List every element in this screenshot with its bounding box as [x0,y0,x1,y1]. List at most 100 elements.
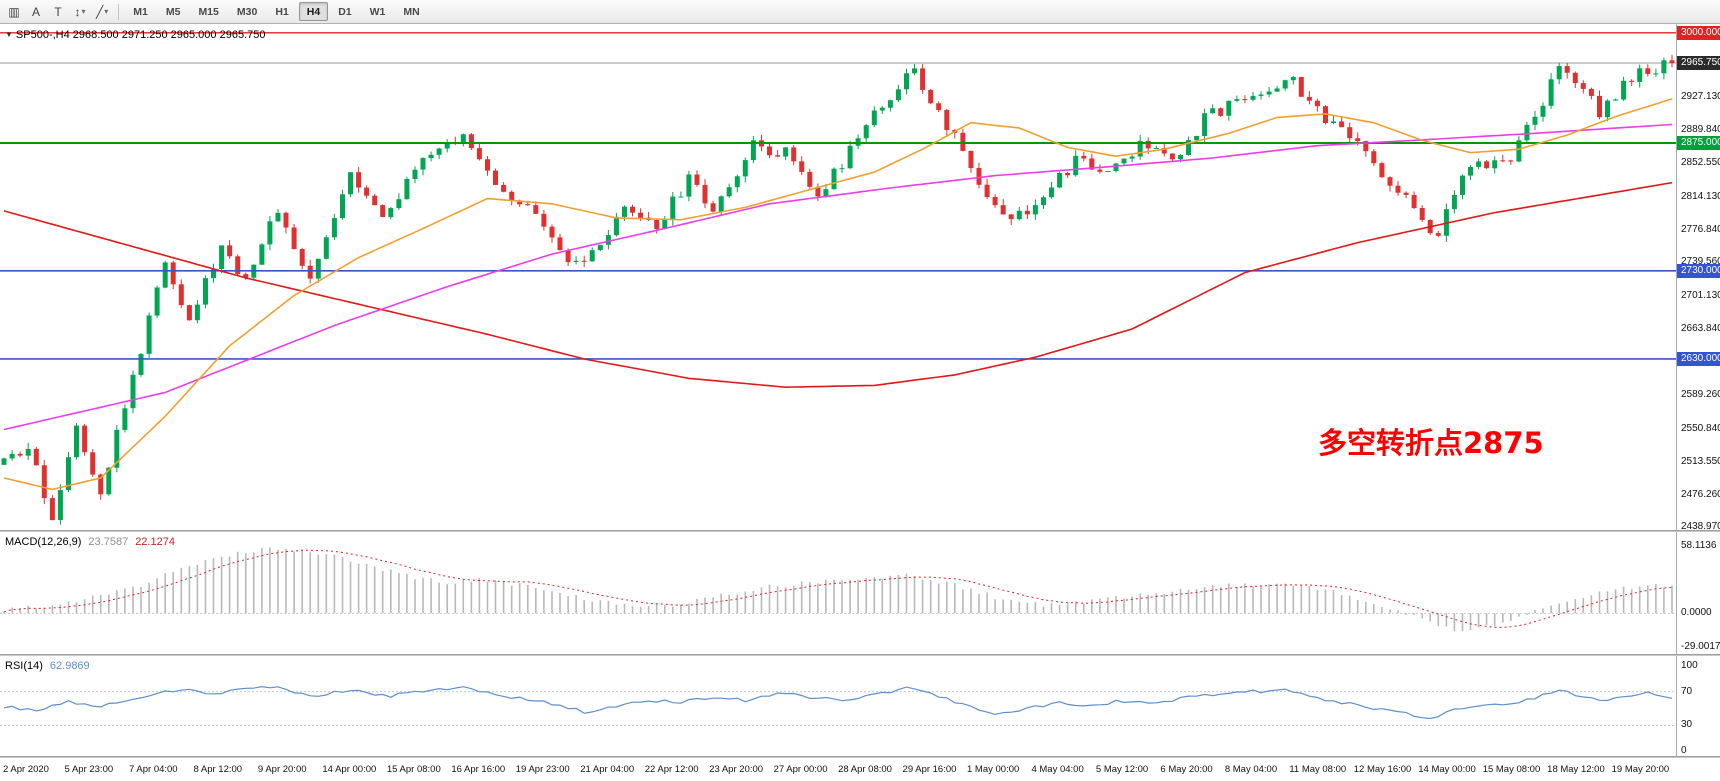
price-axis-label: 2814.130 [1681,190,1720,202]
time-axis-label: 19 Apr 23:00 [515,764,570,775]
macd-axis: 58.1136 0.0000 -29.0017 [1676,532,1720,654]
cursor-tools-icon[interactable]: ↕ ▾ [74,4,86,19]
candle-bodies [1,60,1675,521]
chevron-down-icon: ▾ [81,7,86,16]
rsi-indicator-panel[interactable]: RSI(14) 62.9869 100 70 30 0 [0,656,1720,756]
time-axis-label: 2 Apr 2020 [3,764,49,775]
time-axis-label: 15 Apr 08:00 [386,764,441,775]
time-axis-label: 12 May 16:00 [1353,764,1412,775]
time-axis-label: 14 Apr 00:00 [322,764,377,775]
time-axis-label: 4 May 04:00 [1031,764,1084,775]
rsi-axis: 100 70 30 0 [1676,656,1720,756]
price-axis-label: 2927.130 [1681,91,1720,103]
ma-mid-magenta-line[interactable] [3,123,1673,431]
price-tag-3000.000: 3000.000 [1677,25,1720,40]
timeframe-h4-button[interactable]: H4 [298,2,329,21]
price-axis-label: 2438.970 [1681,521,1720,530]
time-axis[interactable]: 2 Apr 2020 5 Apr 23:00 7 Apr 04:00 8 Apr 12… [0,758,1720,781]
collapse-arrow-icon[interactable]: ▼ [5,30,13,39]
timeframe-m30-button[interactable]: M30 [236,5,258,18]
time-axis-label: 8 May 04:00 [1224,764,1278,775]
time-axis-label: 15 May 08:00 [1482,764,1541,775]
price-axis-label: 2589.260 [1681,388,1720,400]
price-axis-label: 2889.840 [1681,123,1720,135]
price-tag-2730.000: 2730.000 [1677,263,1720,278]
timeframe-button-group: M1 M5 M15 M30 H1 H4 D1 W1 MN [125,2,427,21]
time-axis-label: 27 Apr 00:00 [773,764,828,775]
price-axis-label: 2663.840 [1681,323,1720,335]
price-axis-label: 2476.260 [1681,488,1720,500]
chart-canvas[interactable] [0,24,1676,530]
time-axis-label: 8 Apr 12:00 [193,764,243,775]
time-axis-label: 28 Apr 08:00 [838,764,892,775]
macd-signal-value: 22.1274 [135,536,175,548]
rsi-line [3,685,1673,720]
chart-annotation-text[interactable]: 多空转折点2875 [1318,426,1544,460]
time-axis-label: 9 Apr 20:00 [257,764,307,775]
timeframe-m1-button[interactable]: M1 [133,5,148,18]
rsi-axis-label: 30 [1681,719,1693,731]
timeframe-d1-button[interactable]: D1 [338,5,352,18]
time-axis-label: 22 Apr 12:00 [644,764,699,775]
timeframe-h1-button[interactable]: H1 [275,5,289,18]
time-axis-label: 29 Apr 16:00 [902,764,957,775]
macd-axis-label: 0.0000 [1681,607,1712,619]
timeframe-w1-button[interactable]: W1 [369,5,386,18]
ma-fast-orange-line[interactable] [3,98,1673,491]
time-axis-label: 18 May 12:00 [1547,764,1605,775]
symbol-ohlc-text: SP500-,H4 2968.500 2971.250 2965.000 296… [15,29,266,41]
toolbar-icon-group: ▥ A T ↕ ▾ ╱ ▾ [4,2,112,22]
time-axis-label: 14 May 00:00 [1418,764,1476,775]
price-tag-2965.750: 2965.750 [1677,56,1720,70]
time-axis-label: 11 May 08:00 [1289,764,1347,775]
text-tool-icon[interactable]: T [54,4,62,19]
time-axis-label: 19 May 20:00 [1611,764,1670,775]
time-axis-label: 21 Apr 04:00 [580,764,635,775]
macd-name: MACD(12,26,9) [5,536,82,548]
ma-slow-red-line[interactable] [3,181,1673,389]
timeframe-m15-button[interactable]: M15 [198,5,219,18]
price-axis[interactable]: 2965.750 2927.130 2889.840 2852.550 2814.130… [1676,24,1720,530]
chart-macd-splitter[interactable] [0,530,1720,532]
rsi-canvas[interactable] [0,656,1676,756]
time-axis-label: 1 May 00:00 [967,764,1020,775]
toolbar: ▥ A T ↕ ▾ ╱ ▾ M1 M5 M15 M30 H1 H4 D1 W1 MN [0,0,1720,24]
price-axis-label: 2550.840 [1681,422,1720,434]
price-axis-label: 2776.840 [1681,223,1720,235]
rsi-axis-label: 0 [1681,744,1687,756]
line-tools-icon[interactable]: ╱ ▾ [96,4,109,19]
price-chart-panel[interactable]: ▼ SP500-,H4 2968.500 2971.250 2965.000 29… [0,24,1720,530]
macd-label: MACD(12,26,9) 23.7587 22.1274 [5,536,175,548]
macd-canvas[interactable] [0,532,1676,654]
macd-histogram [3,547,1673,632]
chevron-down-icon: ▾ [104,7,109,16]
toolbar-separator [118,3,120,20]
time-axis-label: 16 Apr 16:00 [451,764,506,775]
timeframe-m5-button[interactable]: M5 [165,5,181,18]
price-axis-label: 2739.560 [1681,256,1720,268]
rsi-name: RSI(14) [5,660,43,672]
price-tag-2630.000: 2630.000 [1677,351,1720,366]
price-tag-2875.000: 2875.000 [1677,136,1720,150]
rsi-axis-label: 100 [1681,660,1698,672]
rsi-value: 62.9869 [49,660,90,672]
time-axis-label: 5 Apr 23:00 [64,764,114,775]
annotation-letter-icon[interactable]: A [31,4,40,19]
price-axis-label: 2513.550 [1681,455,1720,467]
time-axis-label: 23 Apr 20:00 [709,764,764,775]
charts-icon[interactable]: ▥ [8,4,20,19]
symbol-header: ▼ SP500-,H4 2968.500 2971.250 2965.000 29… [5,29,265,41]
macd-indicator-panel[interactable]: MACD(12,26,9) 23.7587 22.1274 58.1136 0.000… [0,532,1720,654]
price-axis-label: 2852.550 [1681,156,1720,168]
price-axis-label: 2701.130 [1681,290,1720,302]
rsi-timeaxis-splitter[interactable] [0,756,1720,758]
rsi-label: RSI(14) 62.9869 [5,660,90,672]
timeframe-mn-button[interactable]: MN [403,5,420,18]
macd-axis-label: 58.1136 [1681,539,1717,551]
macd-main-value: 23.7587 [88,536,129,548]
rsi-axis-label: 70 [1681,685,1693,697]
time-axis-label: 7 Apr 04:00 [129,764,178,775]
macd-rsi-splitter[interactable] [0,654,1720,656]
time-axis-label: 6 May 20:00 [1160,764,1213,775]
